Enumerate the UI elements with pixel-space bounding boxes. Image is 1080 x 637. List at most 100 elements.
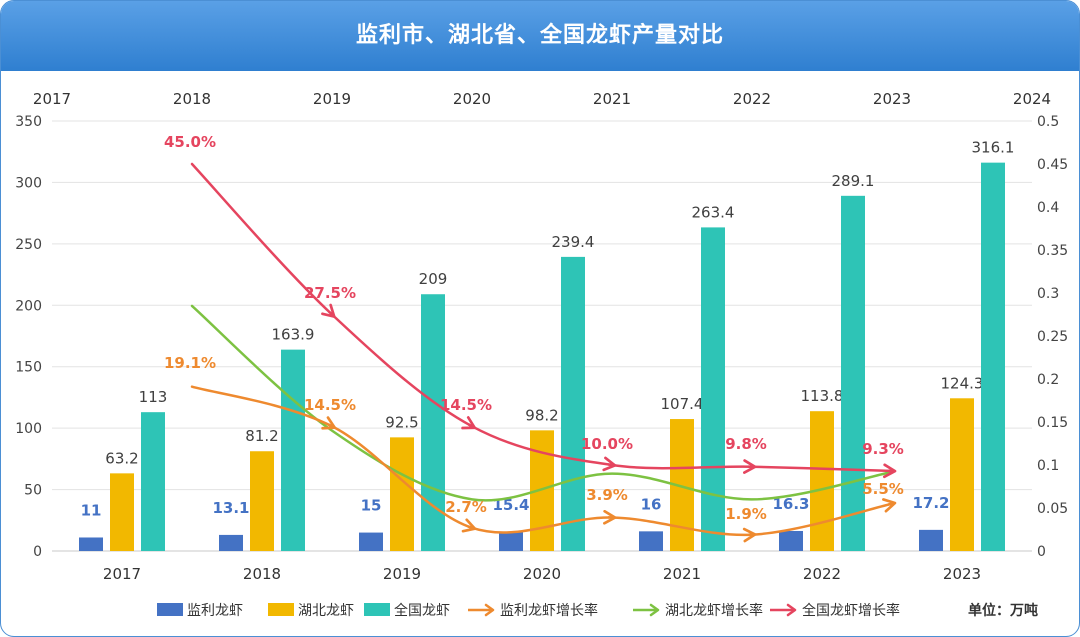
y-left-tick-label: 350 [15,114,42,130]
legend-arrow-icon [786,603,797,617]
line-data-label: 19.1% [164,354,216,372]
bar-data-label: 15.4 [492,496,529,514]
y-left-tick-label: 150 [15,360,42,376]
y-right-tick-label: 0.45 [1037,157,1068,173]
y-right-tick-label: 0.35 [1037,243,1068,259]
line-data-label: 10.0% [581,435,633,453]
bar-data-label: 16 [641,495,662,513]
y-right-tick-label: 0.5 [1037,114,1059,130]
x-top-tick-label: 2018 [173,90,211,108]
bar-1 [79,537,103,551]
y-right-tick-label: 0.25 [1037,329,1068,345]
bar-3 [561,256,585,551]
bar-data-label: 81.2 [245,427,278,445]
x-tick-label: 2019 [383,565,421,583]
bar-data-label: 11 [81,501,102,519]
growth-arrow [321,303,336,318]
y-right-tick-label: 0.3 [1037,286,1059,302]
y-right-tick-label: 0.4 [1037,200,1059,216]
bar-data-label: 63.2 [105,449,138,467]
y-right-tick-label: 0.2 [1037,372,1059,388]
y-right-tick-label: 0 [1037,544,1046,560]
bar-data-label: 209 [419,270,448,288]
x-top-tick-label: 2022 [733,90,771,108]
bar-data-label: 98.2 [525,406,558,424]
growth-line-2 [190,304,894,502]
bar-data-label: 17.2 [912,494,949,512]
y-right-tick-label: 0.1 [1037,458,1059,474]
legend-arrow-icon [649,603,660,617]
line-data-label: 14.5% [440,396,492,414]
bar-2 [810,411,834,551]
bar-data-label: 92.5 [385,413,418,431]
bar-3 [981,162,1005,552]
line-data-label: 9.8% [725,435,767,453]
bar-data-label: 113 [139,388,168,406]
bar-data-label: 15 [361,497,382,515]
x-top-tick-label: 2020 [453,90,491,108]
y-left-tick-label: 250 [15,237,42,253]
line-data-label: 9.3% [862,440,904,458]
line-data-label: 14.5% [304,396,356,414]
legend-label: 监利龙虾增长率 [500,602,598,619]
bar-2 [250,451,274,551]
y-left-tick-label: 100 [15,421,42,437]
bar-3 [141,412,165,551]
line-data-label: 2.7% [445,498,487,516]
y-left-tick-label: 0 [33,544,42,560]
legend-arrow-icon [484,603,495,617]
growth-line-1 [190,385,894,537]
y-left-tick-label: 50 [24,483,42,499]
growth-arrow [461,416,476,430]
unit-label: 单位：万吨 [968,602,1038,619]
x-tick-label: 2021 [663,565,701,583]
bar-3 [421,294,445,551]
bar-1 [499,532,523,551]
bar-data-label: 13.1 [212,499,249,517]
bar-3 [281,349,305,551]
bar-1 [639,531,663,551]
bar-2 [110,473,134,551]
bar-data-label: 239.4 [552,233,595,251]
line-data-label: 5.5% [862,480,904,498]
y-right-tick-label: 0.15 [1037,415,1068,431]
bar-1 [219,534,243,551]
y-left-tick-label: 200 [15,298,42,314]
bar-data-label: 263.4 [692,203,735,221]
x-tick-label: 2022 [803,565,841,583]
legend-label: 湖北龙虾增长率 [665,602,763,619]
line-data-label: 45.0% [164,133,216,151]
bar-data-label: 316.1 [972,139,1015,157]
growth-arrow [461,518,477,533]
line-data-label: 3.9% [586,486,628,504]
bar-data-label: 124.3 [941,374,984,392]
x-tick-label: 2020 [523,565,561,583]
bar-3 [841,195,865,551]
bar-1 [359,532,383,551]
x-tick-label: 2018 [243,565,281,583]
line-data-label: 1.9% [725,505,767,523]
x-tick-label: 2017 [103,565,141,583]
legend-swatch [364,603,390,616]
x-top-tick-label: 2021 [593,90,631,108]
x-top-tick-label: 2024 [1013,90,1051,108]
bar-2 [950,398,974,551]
chart-title: 监利市、湖北省、全国龙虾产量对比 [355,23,724,48]
bar-data-label: 113.8 [801,387,844,405]
bar-data-label: 107.4 [661,395,704,413]
legend-swatch [157,603,183,616]
bar-2 [390,437,414,551]
x-tick-label: 2023 [943,565,981,583]
x-top-tick-label: 2019 [313,90,351,108]
x-top-tick-label: 2023 [873,90,911,108]
growth-arrow [882,498,897,513]
legend-swatch [268,603,294,616]
bar-data-label: 163.9 [272,326,315,344]
legend-label: 全国龙虾增长率 [802,602,900,619]
x-top-tick-label: 2017 [33,90,71,108]
line-data-label: 27.5% [304,284,356,302]
y-right-tick-label: 0.05 [1037,501,1068,517]
legend-label: 监利龙虾 [187,603,243,619]
growth-arrow [321,416,337,430]
